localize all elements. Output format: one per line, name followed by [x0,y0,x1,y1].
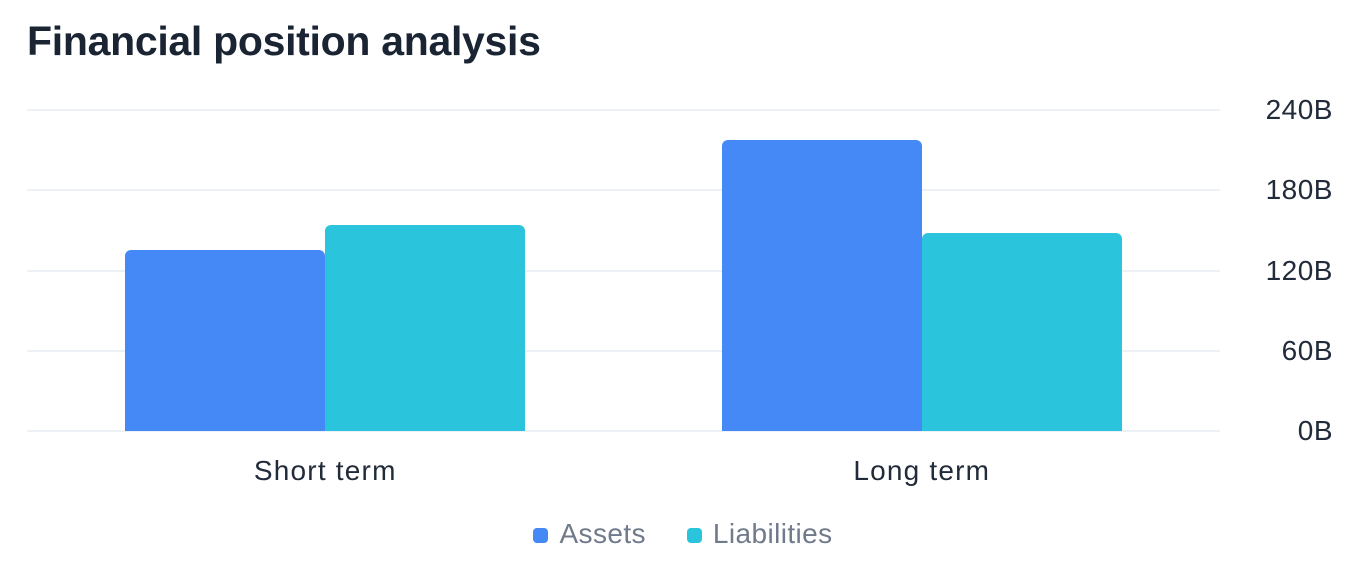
legend-label-assets: Assets [559,518,646,549]
bar-liabilities-long-term[interactable] [921,232,1122,431]
gridline-60b [27,349,1220,352]
legend-item-assets[interactable]: Assets [533,518,646,549]
gridline-180b [27,189,1220,192]
chart-title: Financial position analysis [27,18,541,64]
y-axis-tick-label-180b: 180B [1265,174,1333,206]
legend-label-liabilities: Liabilities [712,518,833,549]
legend-swatch-assets [533,527,549,543]
y-axis-tick-label-120b: 120B [1265,254,1333,286]
legend-swatch-liabilities [686,527,702,543]
bar-assets-long-term[interactable] [721,140,922,431]
legend-item-liabilities[interactable]: Liabilities [686,518,833,549]
category-label-short-term: Short term [253,455,397,486]
bar-liabilities-short-term[interactable] [325,225,526,431]
y-axis-tick-label-60b: 60B [1281,334,1333,366]
bar-assets-short-term[interactable] [125,249,326,431]
category-label-long-term: Long term [853,455,991,486]
gridline-0b [27,430,1220,432]
y-axis-tick-label-240b: 240B [1265,94,1333,125]
y-axis-tick-label-0b: 0B [1297,415,1333,446]
plot-area [27,109,1220,432]
legend: Assets Liabilities [0,519,1366,549]
gridline-120b [27,269,1220,272]
gridline-240b [27,109,1220,111]
